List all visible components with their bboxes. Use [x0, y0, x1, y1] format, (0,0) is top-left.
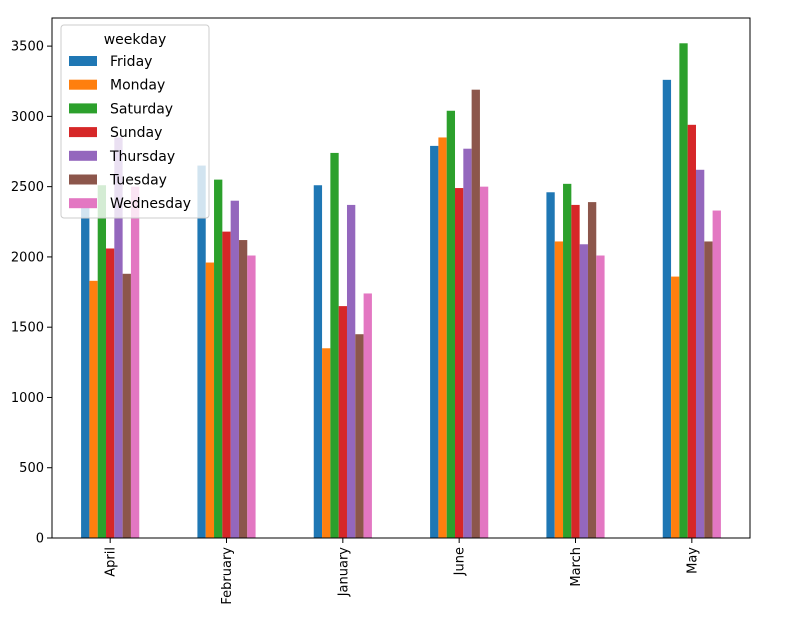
bar-tuesday-may: [704, 241, 713, 538]
bar-wednesday-february: [247, 255, 256, 538]
legend-label: Saturday: [110, 101, 173, 117]
y-tick-label: 1500: [11, 321, 44, 336]
bar-friday-january: [313, 185, 323, 539]
legend-label: Monday: [110, 78, 165, 94]
legend-label: Tuesday: [109, 173, 167, 189]
legend-label: Sunday: [110, 125, 162, 141]
bar-sunday-march: [571, 204, 580, 538]
bar-thursday-april: [114, 137, 123, 538]
legend-title: weekday: [104, 32, 167, 48]
bar-saturday-february: [214, 179, 223, 538]
y-tick-label: 2500: [11, 180, 44, 195]
bar-tuesday-march: [587, 202, 597, 539]
bar-monday-april: [89, 280, 98, 538]
x-tick-label: February: [220, 547, 235, 605]
bar-friday-february: [197, 165, 206, 538]
bars-layer: [81, 43, 721, 539]
bar-wednesday-may: [712, 210, 721, 539]
bar-tuesday-february: [238, 240, 248, 538]
x-tick-label: April: [104, 547, 119, 577]
bar-sunday-february: [222, 231, 231, 538]
legend-label: Wednesday: [110, 196, 191, 212]
bar-friday-april: [81, 203, 90, 538]
bar-friday-march: [546, 192, 555, 538]
bar-thursday-june: [463, 148, 472, 538]
bar-sunday-june: [455, 188, 464, 538]
bar-thursday-january: [346, 204, 356, 538]
bar-wednesday-april: [130, 186, 140, 538]
bar-friday-may: [662, 79, 672, 539]
bar-friday-june: [430, 145, 439, 538]
bar-tuesday-january: [355, 334, 364, 538]
legend-swatch: [69, 127, 97, 138]
bar-monday-february: [205, 262, 215, 538]
legend-swatch: [69, 150, 97, 161]
bar-wednesday-june: [479, 186, 489, 538]
x-tick-label: May: [685, 547, 700, 574]
legend-label: Thursday: [109, 149, 175, 165]
bar-sunday-april: [106, 248, 115, 538]
bar-wednesday-january: [363, 293, 372, 538]
x-tick-label: January: [336, 547, 351, 598]
bar-monday-january: [322, 348, 331, 538]
bar-tuesday-april: [122, 273, 131, 538]
bar-thursday-may: [695, 169, 705, 538]
y-axis: 0 500 1000 1500 2000 2500 3000 3500: [11, 40, 52, 547]
axes-frame: [51, 17, 751, 539]
bar-wednesday-march: [596, 255, 605, 538]
legend-swatch: [69, 198, 97, 209]
x-axis: April February January June March May: [104, 538, 700, 605]
bar-thursday-february: [230, 200, 239, 538]
legend-swatch: [69, 79, 97, 90]
legend-swatch: [69, 174, 97, 185]
bar-saturday-may: [679, 43, 688, 538]
y-tick-label: 3500: [11, 40, 44, 55]
bar-saturday-june: [446, 110, 456, 538]
y-tick-label: 2000: [11, 250, 44, 265]
y-tick-label: 1000: [11, 391, 44, 406]
bar-monday-may: [671, 276, 680, 538]
y-tick-label: 3000: [11, 110, 44, 125]
bar-saturday-january: [330, 152, 339, 538]
legend: weekday Friday Monday Saturday Sunday Thursda…: [60, 24, 210, 219]
bar-saturday-april: [97, 185, 107, 539]
bar-monday-march: [554, 241, 564, 538]
legend-swatch: [69, 56, 97, 66]
y-tick-label: 500: [19, 461, 44, 476]
bar-sunday-may: [687, 124, 696, 538]
legend-label: Friday: [110, 54, 152, 70]
bar-tuesday-june: [471, 89, 480, 539]
bar-sunday-january: [338, 306, 347, 538]
bar-monday-june: [438, 137, 447, 538]
x-tick-label: March: [569, 547, 584, 587]
x-tick-label: June: [453, 547, 468, 576]
bar-saturday-march: [563, 183, 572, 539]
legend-swatch: [69, 103, 97, 114]
legend-box: [60, 24, 210, 219]
bar-thursday-march: [579, 244, 588, 538]
y-tick-label: 0: [36, 532, 44, 547]
